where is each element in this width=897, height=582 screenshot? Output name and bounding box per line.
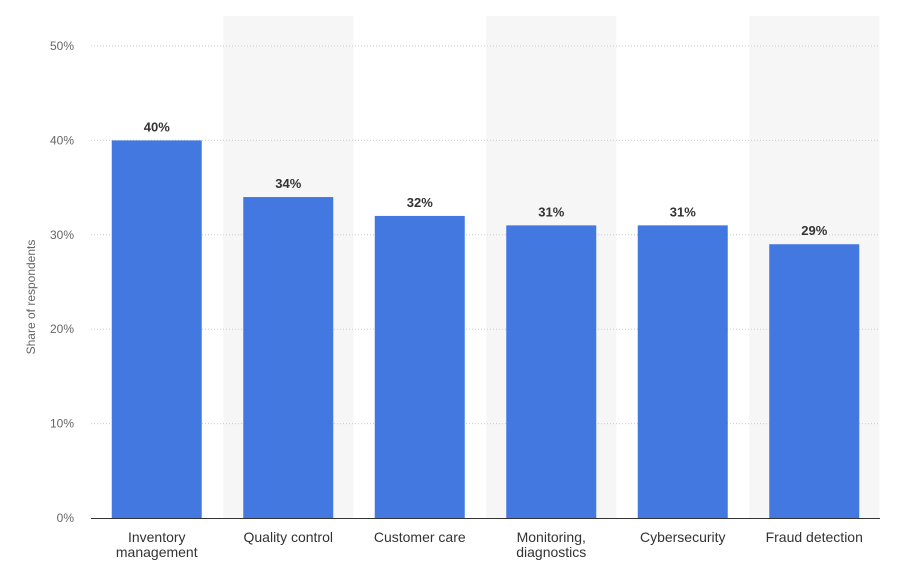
y-tick-label: 20% xyxy=(50,322,74,336)
bar[interactable] xyxy=(111,140,202,518)
x-tick-label: Cybersecurity xyxy=(640,529,726,545)
bar-value-label: 40% xyxy=(144,119,170,134)
bar-value-label: 32% xyxy=(407,195,433,210)
y-tick-label: 0% xyxy=(57,511,75,525)
bar[interactable] xyxy=(637,225,728,519)
y-tick-label: 10% xyxy=(50,417,74,431)
gridlines xyxy=(91,45,880,425)
x-tick-label: Monitoring, diagnostics xyxy=(516,529,586,560)
y-tick-label: 40% xyxy=(50,133,74,147)
y-axis-title: Share of respondents xyxy=(24,240,38,355)
x-tick-label: Fraud detection xyxy=(766,529,863,545)
bar[interactable] xyxy=(243,197,334,519)
bar-value-label: 31% xyxy=(670,204,696,219)
bar[interactable] xyxy=(506,225,597,519)
y-tick-label: 50% xyxy=(50,39,74,53)
value-labels: 40% 34% 32% 31% 31% 29% xyxy=(144,119,828,238)
bar[interactable] xyxy=(769,244,860,519)
bar-value-label: 34% xyxy=(275,176,301,191)
bar-value-label: 31% xyxy=(538,204,564,219)
x-tick-label: Quality control xyxy=(244,529,333,545)
bar-value-label: 29% xyxy=(801,223,827,238)
x-axis-labels: Inventory management Quality control Custom… xyxy=(116,529,863,560)
x-tick-label: Customer care xyxy=(374,529,466,545)
x-tick-label: Inventory management xyxy=(116,529,198,560)
bar[interactable] xyxy=(374,215,465,519)
y-axis-ticks: 0% 10% 20% 30% 40% 50% xyxy=(50,39,74,525)
bars xyxy=(111,140,860,519)
y-tick-label: 30% xyxy=(50,228,74,242)
